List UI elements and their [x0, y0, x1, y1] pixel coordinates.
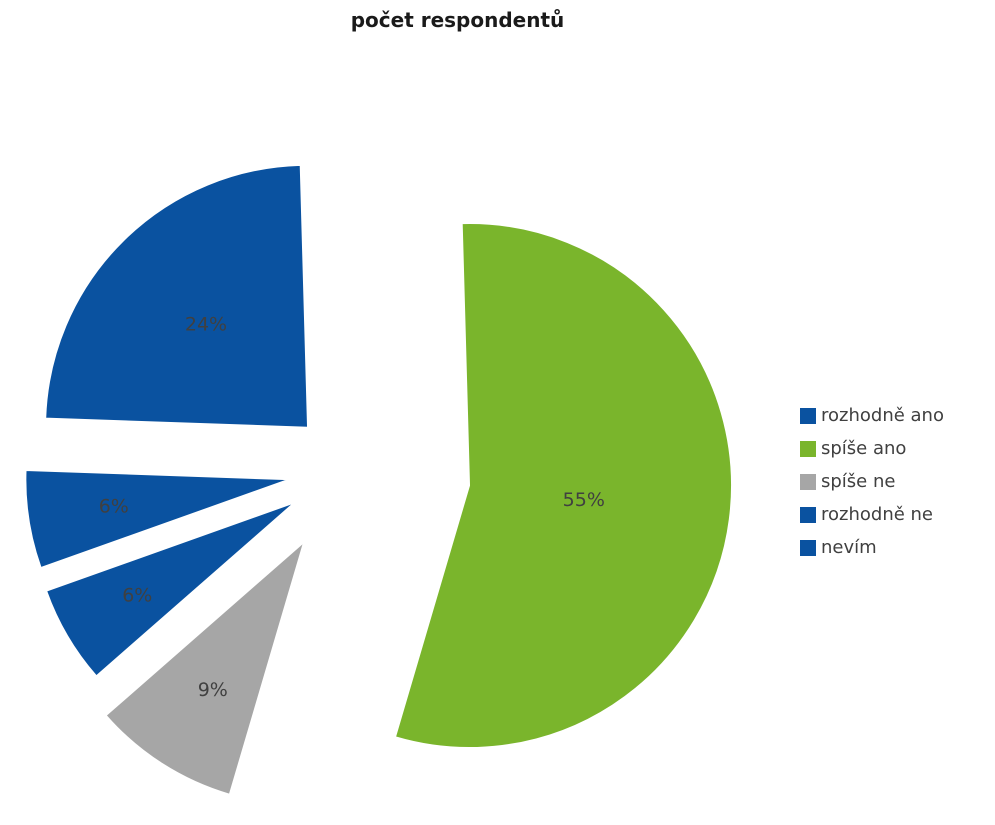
pie-slice-2	[394, 223, 732, 748]
slice-data-label-4: 6%	[122, 585, 152, 607]
legend-label: spíše ano	[821, 438, 907, 459]
legend-label: spíše ne	[821, 471, 896, 492]
chart-legend: rozhodně ano spíše ano spíše ne rozhodně ne…	[800, 399, 944, 564]
slice-data-label-1: 24%	[185, 314, 227, 336]
legend-swatch	[800, 407, 816, 424]
slice-data-label-5: 6%	[99, 495, 129, 517]
legend-label: rozhodně ne	[821, 504, 933, 525]
legend-swatch	[800, 539, 816, 556]
pie-slice-4	[46, 502, 294, 677]
slice-data-label-2: 55%	[563, 489, 605, 511]
legend-item-1: rozhodně ano	[800, 399, 944, 432]
chart-title: počet respondentů	[350, 8, 565, 32]
legend-item-5: nevím	[800, 531, 944, 564]
legend-item-2: spíše ano	[800, 432, 944, 465]
legend-swatch	[800, 506, 816, 523]
legend-label: nevím	[821, 537, 877, 558]
pie-slice-3	[105, 541, 305, 795]
legend-item-4: rozhodně ne	[800, 498, 944, 531]
pie-slice-5	[25, 469, 289, 569]
legend-swatch	[800, 473, 816, 490]
legend-label: rozhodně ano	[821, 405, 944, 426]
pie-slice-1	[45, 164, 309, 428]
slice-data-label-3: 9%	[198, 679, 228, 701]
legend-item-3: spíše ne	[800, 465, 944, 498]
legend-swatch	[800, 440, 816, 457]
